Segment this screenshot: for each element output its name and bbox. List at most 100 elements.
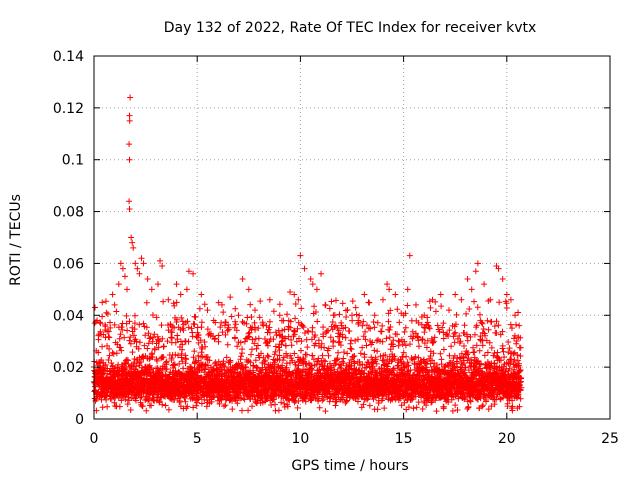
data-point [252,357,259,364]
data-point [212,335,219,342]
data-point [453,311,460,318]
data-point [344,306,351,313]
data-point [127,406,134,413]
data-point [234,343,241,350]
data-point [172,339,179,346]
data-point [225,326,232,333]
data-point [118,347,125,354]
data-point [99,371,106,378]
data-point [102,323,109,330]
data-point [344,350,351,357]
data-point [99,404,106,411]
data-point [106,334,113,341]
data-point [426,298,433,305]
data-point [224,341,231,348]
data-point [148,402,155,409]
data-point [339,300,346,307]
data-point [433,408,440,415]
data-point [396,319,403,326]
data-point [155,344,162,351]
data-point [117,344,124,351]
data-point [280,317,287,324]
data-point [123,356,130,363]
data-point [378,328,385,335]
data-point [179,346,186,353]
data-point [191,348,198,355]
data-point [196,305,203,312]
data-point [174,336,181,343]
data-point [137,358,144,365]
data-point [464,337,471,344]
data-point [276,301,283,308]
data-point [221,363,228,370]
data-point [294,404,301,411]
data-point [123,312,130,319]
data-point [349,317,356,324]
data-point [107,319,114,326]
data-point [102,361,109,368]
data-point [160,298,167,305]
data-point [146,335,153,342]
data-point [438,303,445,310]
data-point [440,346,447,353]
data-point [206,357,213,364]
data-point [159,401,166,408]
data-point [144,345,151,352]
data-point [223,354,230,361]
data-point [461,329,468,336]
data-point [419,406,426,413]
data-point [474,304,481,311]
data-point [410,405,417,412]
data-point [185,338,192,345]
data-point [325,352,332,359]
data-point [171,324,178,331]
data-point [217,324,224,331]
data-point [131,320,138,327]
data-point [168,334,175,341]
data-point [208,398,215,405]
data-point [185,324,192,331]
data-point [190,404,197,411]
data-point [237,353,244,360]
data-point [381,405,388,412]
data-point [222,331,229,338]
data-point [204,353,211,360]
data-point [228,313,235,320]
data-point [413,404,420,411]
data-point [245,407,252,414]
data-point [440,403,447,410]
data-point [151,331,158,338]
data-point [232,305,239,312]
data-point [311,303,318,310]
data-point [191,321,198,328]
data-point [192,314,199,321]
data-point [432,308,439,315]
data-point [203,403,210,410]
data-point [476,311,483,318]
data-point [479,402,486,409]
data-point [121,334,128,341]
data-point [149,354,156,361]
data-point [299,322,306,329]
data-point [135,345,142,352]
data-point [195,357,202,364]
data-point [239,346,246,353]
data-point [244,314,251,321]
data-point [124,327,131,334]
data-point [404,302,411,309]
data-point [108,360,115,367]
data-point [168,335,175,342]
data-point [150,334,157,341]
data-point [118,324,125,331]
data-point [451,339,458,346]
data-point [153,314,160,321]
data-point [298,305,305,312]
data-point [484,349,491,356]
grid-lines [94,56,610,419]
data-point [266,318,273,325]
data-point [346,327,353,334]
data-point [354,336,361,343]
data-point [156,398,163,405]
data-point [415,343,422,350]
data-point [496,299,503,306]
